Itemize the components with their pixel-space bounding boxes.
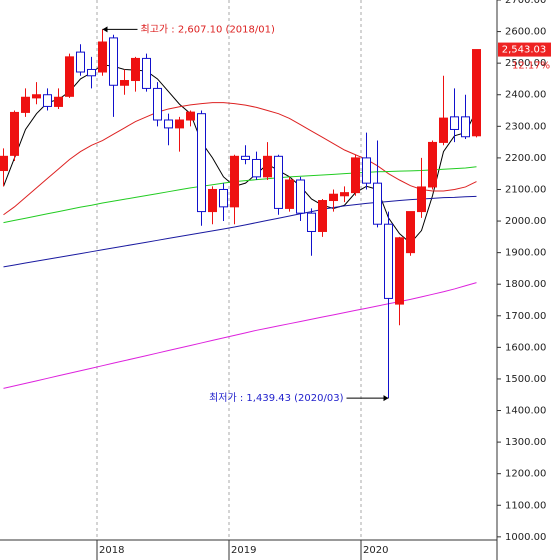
candle-body: [241, 155, 250, 160]
candle-body: [296, 179, 305, 214]
candle-body: [131, 57, 140, 82]
candle-body: [318, 200, 327, 232]
y-tick-label: 1900.00: [505, 248, 546, 259]
y-tick-label: 1400.00: [505, 406, 546, 417]
last-price-box: [498, 42, 551, 57]
x-tick-label: 2018: [99, 545, 124, 556]
y-tick-label: 1300.00: [505, 437, 546, 448]
y-tick-label: 2300.00: [505, 121, 546, 132]
candle-body: [43, 94, 52, 107]
candle-body: [120, 80, 129, 86]
candle-body: [175, 119, 184, 129]
annotation: 최고가 : 2,607.10 (2018/01): [141, 23, 275, 35]
candle-body: [186, 111, 195, 121]
candle-body: [164, 119, 173, 129]
y-tick-label: 1200.00: [505, 469, 546, 480]
candle-body: [351, 157, 360, 194]
candle-body: [87, 68, 96, 77]
y-tick-label: 1700.00: [505, 311, 546, 322]
y-tick-label: 2400.00: [505, 90, 546, 101]
candle-body: [109, 37, 118, 86]
candle-body: [76, 51, 85, 73]
candle-body: [32, 94, 41, 99]
x-tick-label: 2019: [231, 545, 256, 556]
candle-body: [417, 186, 426, 213]
candle-body: [428, 141, 437, 188]
candle-body: [65, 56, 74, 97]
y-tick-label: 1600.00: [505, 342, 546, 353]
candle-body: [329, 193, 338, 202]
y-tick-label: 2600.00: [505, 27, 546, 38]
candle-body: [230, 155, 239, 208]
candle-body: [307, 212, 316, 232]
candle-body: [208, 188, 217, 213]
candle-body: [395, 237, 404, 305]
candle-body: [197, 113, 206, 213]
candle-body: [274, 155, 283, 209]
candle-body: [98, 41, 107, 73]
candle-body: [10, 111, 19, 156]
x-tick-label: 2020: [363, 545, 388, 556]
ma-line: [3, 195, 477, 268]
candle-body: [285, 179, 294, 209]
candle-body: [153, 87, 162, 121]
candle-body: [252, 158, 261, 178]
plot-area: 최고가 : 2,607.10 (2018/01) 최저가 : 1,439.43 (…: [0, 0, 481, 540]
candle-body: [461, 116, 470, 138]
candle-body: [439, 117, 448, 143]
candle-body: [450, 116, 459, 130]
candle-body: [373, 182, 382, 225]
y-tick-label: 2100.00: [505, 184, 546, 195]
y-tick-label: 2500.00: [505, 58, 546, 69]
y-tick-label: 1000.00: [505, 532, 546, 543]
candle-body: [384, 223, 393, 299]
candle-body: [263, 155, 272, 178]
arrow-head: [102, 26, 108, 33]
y-tick-label: 2200.00: [505, 153, 546, 164]
ma-line: [3, 166, 477, 224]
y-tick-label: 1800.00: [505, 279, 546, 290]
candle-body: [362, 157, 371, 184]
y-tick-label: 1500.00: [505, 374, 546, 385]
candle-body: [0, 155, 8, 172]
candle-body: [54, 96, 63, 107]
arrow-head: [383, 395, 389, 402]
candle-body: [219, 188, 228, 208]
ma-line: [3, 64, 477, 244]
annotation: 최저가 : 1,439.43 (2020/03): [209, 392, 343, 404]
y-tick-label: 1100.00: [505, 500, 546, 511]
candle-body: [21, 96, 30, 113]
y-tick-label: 2000.00: [505, 216, 546, 227]
candle-body: [340, 192, 349, 197]
change-label: 12.17%: [512, 61, 550, 72]
candle-body: [142, 57, 151, 89]
candle-body: [472, 49, 481, 137]
y-tick-label: 2700.00: [505, 0, 546, 6]
candle-body: [406, 211, 415, 254]
last-price-label: 2,543.03: [502, 45, 547, 56]
ma-line: [3, 102, 477, 216]
